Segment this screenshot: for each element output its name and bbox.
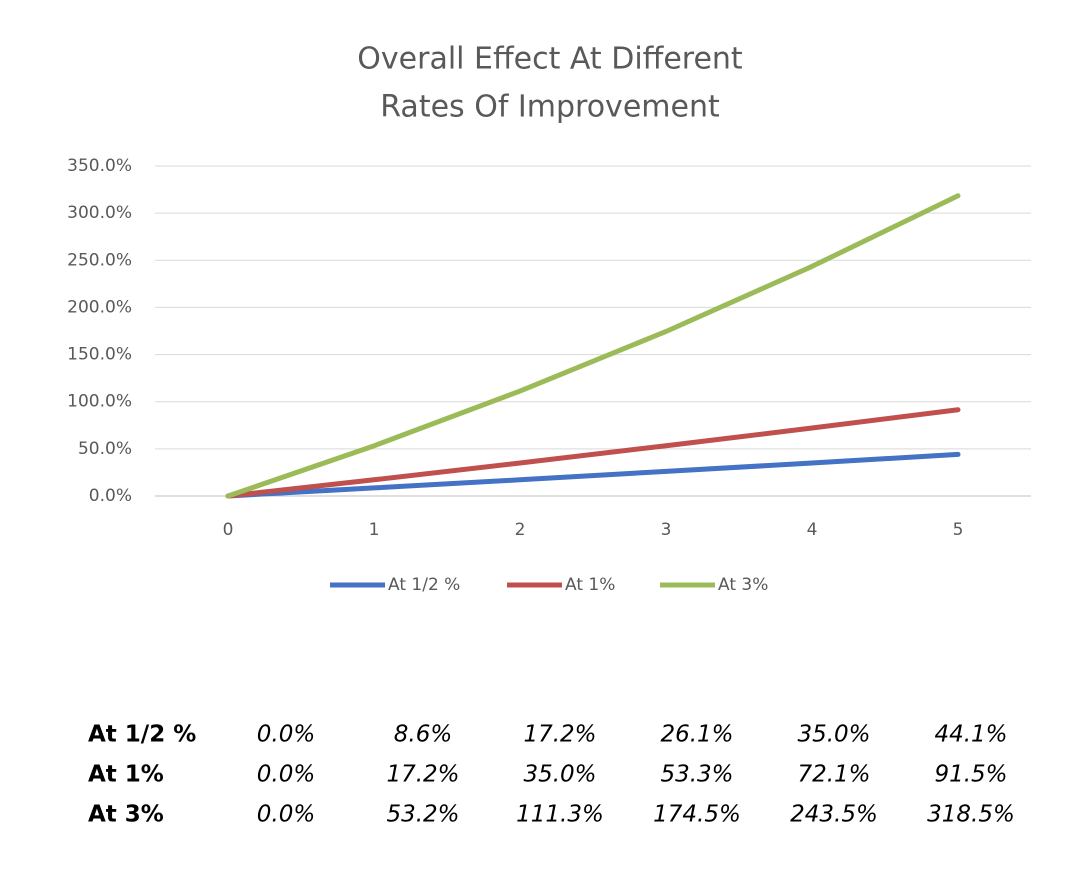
x-tick-label: 0 [223,520,234,540]
table-cell: 111.3% [516,802,604,828]
table-cell: 0.0% [257,722,315,748]
y-tick-label: 150.0% [67,345,132,365]
table-cell: 91.5% [934,762,1007,788]
row-header: At 1% [88,762,164,788]
table-cell: 72.1% [797,762,870,788]
table-cell: 0.0% [257,802,315,828]
table-cell: 243.5% [790,802,878,828]
y-tick-label: 100.0% [67,392,132,412]
table-cell: 26.1% [660,722,733,748]
y-tick-label: 0.0% [89,486,132,506]
y-tick-label: 50.0% [78,439,132,459]
legend-label: At 3% [718,575,768,595]
series-line [225,407,961,499]
table-cell: 53.3% [660,762,733,788]
x-tick-label: 1 [369,520,380,540]
x-tick-label: 3 [661,520,672,540]
table-cell: 0.0% [257,762,315,788]
table-cell: 17.2% [386,762,459,788]
table-cell: 318.5% [927,802,1015,828]
row-header: At 1/2 % [88,722,196,748]
x-tick-label: 4 [807,520,818,540]
y-tick-label: 350.0% [67,156,132,176]
chart-title: Overall Effect At Different [357,42,743,77]
y-tick-label: 200.0% [67,297,132,317]
chart-title: Rates Of Improvement [380,90,720,125]
table-cell: 17.2% [523,722,596,748]
row-header: At 3% [88,802,164,828]
table-cell: 44.1% [934,722,1007,748]
x-tick-label: 2 [515,520,526,540]
legend-label: At 1/2 % [388,575,460,595]
table-cell: 8.6% [394,722,452,748]
series-line [225,193,961,499]
series-line [225,451,961,499]
y-tick-label: 250.0% [67,250,132,270]
table-cell: 35.0% [797,722,870,748]
y-tick-label: 300.0% [67,203,132,223]
legend-label: At 1% [565,575,615,595]
x-tick-label: 5 [953,520,964,540]
table-cell: 53.2% [386,802,459,828]
table-cell: 35.0% [523,762,596,788]
table-cell: 174.5% [653,802,741,828]
